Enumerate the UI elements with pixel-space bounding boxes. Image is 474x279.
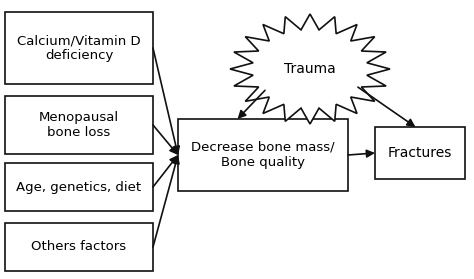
FancyBboxPatch shape [5,163,153,211]
Text: Trauma: Trauma [284,62,336,76]
FancyBboxPatch shape [5,96,153,154]
FancyBboxPatch shape [5,223,153,271]
Text: Age, genetics, diet: Age, genetics, diet [17,181,142,194]
Polygon shape [230,14,390,124]
FancyBboxPatch shape [5,12,153,84]
Text: Others factors: Others factors [31,240,127,254]
Text: Menopausal
bone loss: Menopausal bone loss [39,111,119,139]
Text: Calcium/Vitamin D
deficiency: Calcium/Vitamin D deficiency [17,34,141,62]
Text: Decrease bone mass/
Bone quality: Decrease bone mass/ Bone quality [191,141,335,169]
FancyBboxPatch shape [178,119,348,191]
FancyBboxPatch shape [375,127,465,179]
Text: Fractures: Fractures [388,146,452,160]
